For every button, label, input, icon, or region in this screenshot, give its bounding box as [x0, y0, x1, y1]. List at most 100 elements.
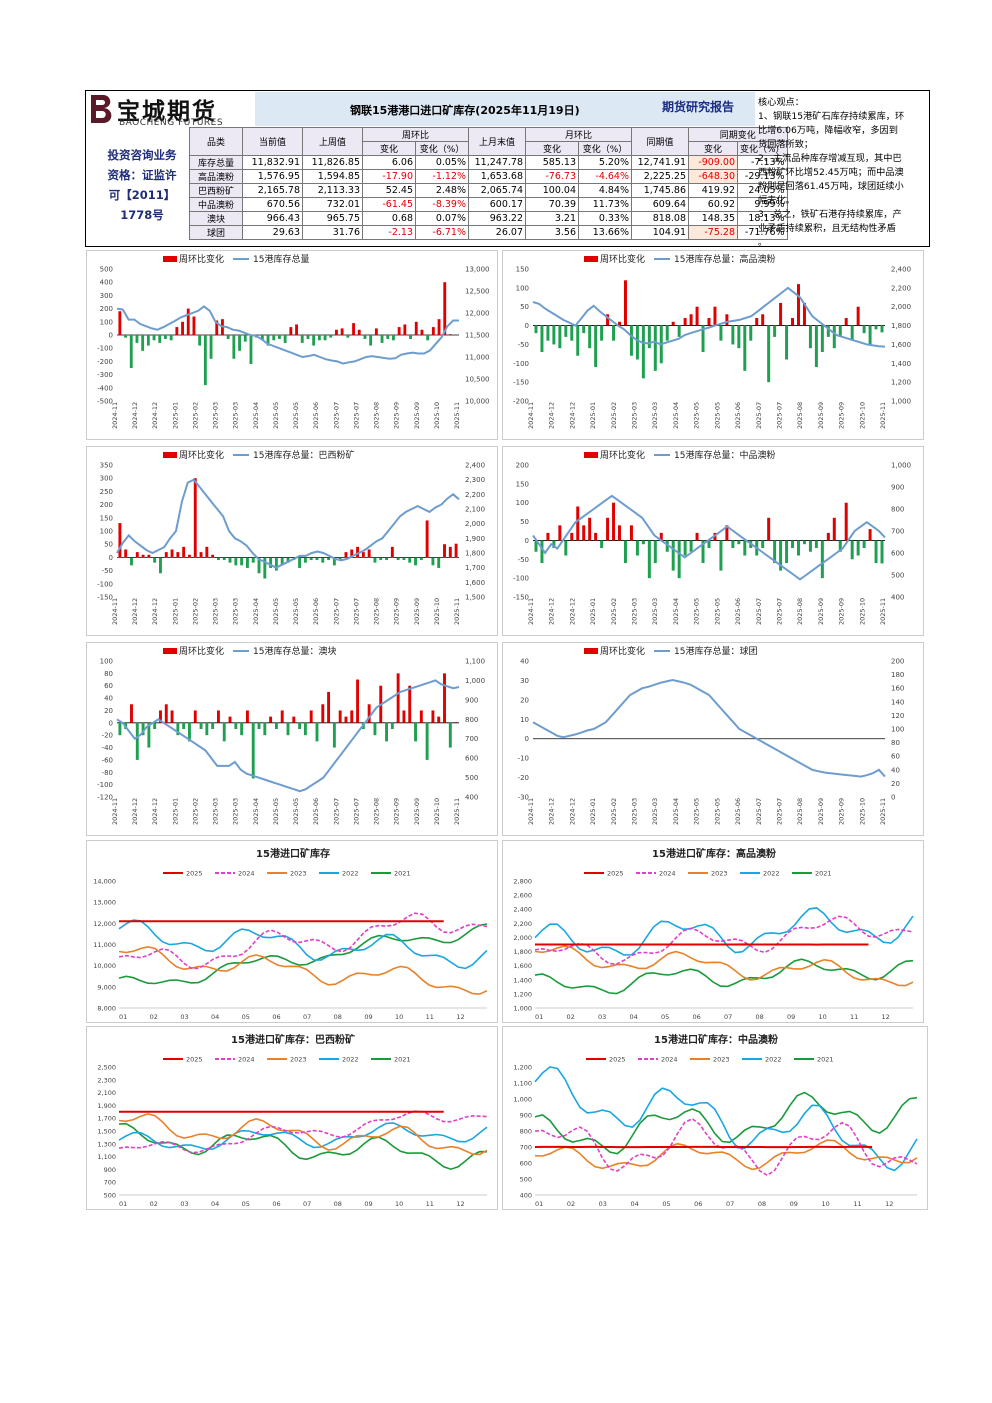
bar: [385, 557, 388, 561]
right-tick-label: 1,500: [465, 594, 485, 602]
bar: [283, 335, 287, 343]
logo-en: BAOCHENG FUTURES: [119, 118, 224, 128]
bar: [582, 325, 586, 334]
bar: [309, 710, 313, 723]
bar: [558, 325, 562, 349]
bar: [147, 554, 151, 558]
bar: [186, 308, 190, 335]
bar: [350, 549, 354, 558]
bar: [289, 327, 293, 335]
table-cell: 60.92: [688, 197, 738, 212]
bar: [266, 335, 270, 346]
right-tick-label: 1,000: [891, 462, 911, 470]
bar: [188, 554, 191, 558]
bar: [588, 325, 592, 349]
right-tick-label: 500: [891, 572, 904, 580]
right-tick-label: 600: [465, 755, 478, 763]
right-tick-label: 1,400: [891, 360, 911, 368]
bar: [635, 325, 639, 360]
legend-bar-swatch: [584, 648, 598, 654]
left-tick-label: -150: [513, 379, 529, 387]
bar: [443, 282, 447, 335]
table-cell: 419.92: [688, 183, 738, 198]
right-tick-label: 1,800: [891, 322, 911, 330]
bar: [623, 280, 627, 326]
bar: [238, 335, 241, 351]
bar: [552, 540, 556, 548]
date-label: 2025-03: [212, 402, 220, 429]
left-tick-label: 40: [520, 658, 529, 666]
bar: [856, 306, 860, 326]
bar: [397, 327, 401, 335]
bar: [880, 325, 884, 333]
date-label: 2025-11: [879, 402, 887, 429]
combo-chart-mid-aus-fines: 周环比变化 15港库存总量：中品澳粉 -150 -100 -50 0 50 100 150 200…: [502, 446, 924, 636]
bar: [327, 557, 331, 561]
bar: [369, 335, 373, 346]
bar: [671, 321, 675, 326]
bar: [198, 335, 202, 346]
y-tick-label: 1,900: [97, 1102, 116, 1110]
bar: [153, 722, 157, 729]
chart-title: 15港进口矿库存：中品澳粉: [654, 1033, 778, 1046]
legend-line-label: 15港库存总量：巴西粉矿: [253, 449, 354, 461]
date-label: 2024-12: [568, 798, 576, 825]
col-header: 上周值: [302, 127, 363, 156]
right-tick-label: 2,100: [465, 506, 485, 514]
date-label: 2024-12: [548, 798, 556, 825]
bar: [274, 722, 278, 729]
table-cell: 1,594.85: [302, 169, 363, 184]
bar: [323, 335, 327, 341]
date-label: 2025-06: [734, 598, 742, 625]
season-chart-total: 15港进口矿库存 2025 2024 2023 2022 2021 8,000 9,000 10…: [86, 840, 498, 1023]
bar: [141, 722, 145, 736]
row-name: 库存总量: [189, 155, 243, 170]
bar: [124, 335, 127, 338]
bar: [570, 532, 574, 541]
left-tick-label: 100: [100, 318, 113, 326]
bar: [437, 716, 441, 723]
col-header: 变化: [688, 141, 738, 156]
series-line: [534, 1066, 918, 1172]
core-view-line: 1、钢联15港矿石库存持续累库，环: [758, 111, 905, 122]
date-label: 2025-05: [713, 402, 721, 429]
date-label: 2025-08: [373, 598, 381, 625]
table-cell: 24.05%: [737, 183, 788, 198]
y-tick-label: 1,200: [513, 990, 532, 998]
bar: [192, 316, 196, 335]
series-line: [534, 915, 914, 965]
month-label: 07: [303, 1013, 311, 1021]
bar: [558, 525, 562, 541]
date-label: 2024-12: [151, 798, 159, 825]
inventory-table: 品类 当前值 上周值 周环比 上月末值 月环比 同期值 同期变化 变化 变化（%…: [189, 127, 788, 240]
bar: [141, 554, 145, 558]
row-name: 中品澳粉: [189, 197, 243, 212]
month-label: 02: [567, 1013, 575, 1021]
table-cell: 1,745.86: [631, 183, 689, 198]
bar: [665, 325, 669, 341]
left-tick-label: 0: [109, 554, 113, 562]
right-tick-label: 1,800: [465, 550, 485, 558]
month-label: 03: [598, 1013, 606, 1021]
bar: [665, 540, 669, 552]
bar: [373, 557, 377, 563]
table-cell: -76.73: [525, 169, 579, 184]
bar: [350, 710, 354, 723]
inventory-line: [532, 286, 886, 348]
table-row: 澳块 966.43 965.75 0.68 0.07% 963.22 3.21 0.33% 81…: [189, 211, 788, 226]
bar: [396, 673, 400, 723]
bar: [317, 335, 321, 341]
bar: [315, 557, 319, 561]
bar: [737, 325, 741, 349]
bar: [437, 557, 441, 568]
table-row: 中品澳粉 670.56 732.01 -61.45 -8.39% 600.17 70.39 1…: [189, 197, 788, 212]
date-label: 2024-12: [131, 402, 139, 429]
table-cell: 29.63: [242, 225, 303, 240]
bar: [135, 722, 139, 760]
date-label: 2025-07: [332, 798, 340, 825]
bar: [245, 710, 249, 723]
right-tick-label: 700: [891, 528, 904, 536]
bar: [701, 540, 705, 564]
bar: [240, 557, 244, 566]
bar: [118, 722, 122, 736]
